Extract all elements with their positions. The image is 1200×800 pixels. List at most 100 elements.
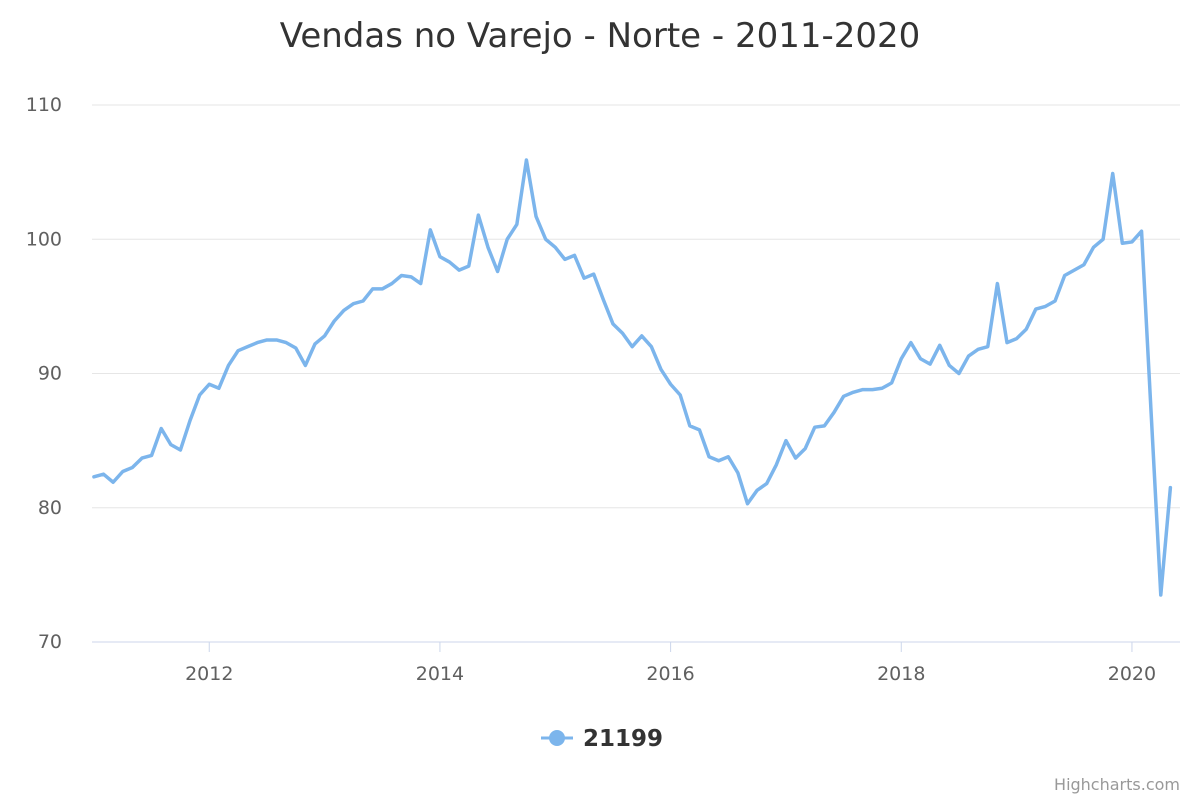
- data-point-2019-10[interactable]: [1098, 234, 1108, 244]
- data-point-2015-05[interactable]: [589, 269, 599, 279]
- data-point-2019-07[interactable]: [1069, 265, 1079, 275]
- data-point-2012-06[interactable]: [252, 338, 262, 348]
- data-point-2014-05[interactable]: [473, 210, 483, 220]
- data-point-2018-11[interactable]: [992, 279, 1002, 289]
- data-point-2012-05[interactable]: [243, 342, 253, 352]
- data-point-2011-10[interactable]: [175, 445, 185, 455]
- data-point-2018-01[interactable]: [896, 354, 906, 364]
- data-point-2015-07[interactable]: [608, 319, 618, 329]
- data-point-2011-08[interactable]: [156, 424, 166, 434]
- data-point-2015-06[interactable]: [598, 295, 608, 305]
- data-point-2015-09[interactable]: [627, 342, 637, 352]
- data-point-2017-09[interactable]: [858, 385, 868, 395]
- data-point-2017-08[interactable]: [848, 387, 858, 397]
- data-point-2014-06[interactable]: [483, 242, 493, 252]
- legend[interactable]: 21199: [541, 726, 663, 752]
- data-point-2019-03[interactable]: [1031, 304, 1041, 314]
- data-point-2017-07[interactable]: [839, 391, 849, 401]
- data-point-2011-03[interactable]: [108, 477, 118, 487]
- data-point-2011-04[interactable]: [118, 467, 128, 477]
- data-point-2017-03[interactable]: [800, 444, 810, 454]
- data-point-2016-05[interactable]: [704, 452, 714, 462]
- data-point-2019-12[interactable]: [1117, 238, 1127, 248]
- data-point-2018-06[interactable]: [944, 360, 954, 370]
- data-point-2013-11[interactable]: [416, 279, 426, 289]
- data-point-2014-07[interactable]: [493, 266, 503, 276]
- data-point-2012-07[interactable]: [262, 335, 272, 345]
- data-point-2019-06[interactable]: [1060, 271, 1070, 281]
- data-point-2020-03[interactable]: [1146, 409, 1156, 419]
- data-point-2017-04[interactable]: [810, 422, 820, 432]
- data-point-2016-10[interactable]: [752, 485, 762, 495]
- data-point-2013-03[interactable]: [339, 305, 349, 315]
- data-point-2012-10[interactable]: [291, 343, 301, 353]
- data-point-2012-04[interactable]: [233, 346, 243, 356]
- credits-link[interactable]: Highcharts.com: [1054, 775, 1180, 794]
- data-point-2013-02[interactable]: [329, 316, 339, 326]
- data-point-2018-09[interactable]: [973, 344, 983, 354]
- data-point-2017-12[interactable]: [887, 378, 897, 388]
- data-point-2017-10[interactable]: [867, 385, 877, 395]
- data-point-2018-08[interactable]: [964, 351, 974, 361]
- legend-item-label[interactable]: 21199: [583, 726, 663, 752]
- data-point-2013-10[interactable]: [406, 272, 416, 282]
- data-point-2018-07[interactable]: [954, 369, 964, 379]
- data-point-2018-05[interactable]: [935, 340, 945, 350]
- data-point-2019-02[interactable]: [1021, 324, 1031, 334]
- data-point-2011-07[interactable]: [147, 450, 157, 460]
- data-point-2019-01[interactable]: [1012, 334, 1022, 344]
- data-point-2014-01[interactable]: [435, 252, 445, 262]
- data-point-2011-06[interactable]: [137, 453, 147, 463]
- data-point-2018-12[interactable]: [1002, 338, 1012, 348]
- data-point-2020-01[interactable]: [1127, 237, 1137, 247]
- data-point-2015-10[interactable]: [637, 331, 647, 341]
- data-point-2017-02[interactable]: [791, 453, 801, 463]
- data-point-2018-04[interactable]: [925, 359, 935, 369]
- data-point-2013-06[interactable]: [368, 284, 378, 294]
- data-point-2020-05[interactable]: [1165, 483, 1175, 493]
- data-point-2014-08[interactable]: [502, 234, 512, 244]
- data-point-2019-09[interactable]: [1089, 242, 1099, 252]
- data-point-2012-02[interactable]: [214, 383, 224, 393]
- data-point-2012-12[interactable]: [310, 339, 320, 349]
- data-point-2014-11[interactable]: [531, 211, 541, 221]
- data-point-2014-03[interactable]: [454, 265, 464, 275]
- data-point-2013-12[interactable]: [425, 225, 435, 235]
- data-point-2015-03[interactable]: [569, 250, 579, 260]
- data-point-2016-08[interactable]: [733, 468, 743, 478]
- data-point-2013-09[interactable]: [396, 271, 406, 281]
- data-point-2017-01[interactable]: [781, 436, 791, 446]
- data-point-2013-07[interactable]: [377, 284, 387, 294]
- data-point-2011-11[interactable]: [185, 415, 195, 425]
- data-point-2016-09[interactable]: [742, 499, 752, 509]
- data-point-2018-10[interactable]: [983, 342, 993, 352]
- data-point-2011-02[interactable]: [99, 469, 109, 479]
- data-point-2017-06[interactable]: [829, 407, 839, 417]
- data-point-2016-04[interactable]: [694, 425, 704, 435]
- data-point-2013-08[interactable]: [387, 279, 397, 289]
- data-point-2015-01[interactable]: [550, 242, 560, 252]
- data-point-2011-09[interactable]: [166, 440, 176, 450]
- series-line[interactable]: [92, 158, 1173, 597]
- data-point-2012-08[interactable]: [272, 335, 282, 345]
- data-point-2020-04[interactable]: [1156, 590, 1166, 600]
- data-point-2011-01[interactable]: [89, 472, 99, 482]
- data-point-2015-04[interactable]: [579, 273, 589, 283]
- data-point-2012-11[interactable]: [300, 360, 310, 370]
- data-point-2014-04[interactable]: [464, 261, 474, 271]
- data-point-2012-01[interactable]: [204, 379, 214, 389]
- data-point-2016-11[interactable]: [762, 479, 772, 489]
- data-point-2015-02[interactable]: [560, 254, 570, 264]
- data-point-2016-07[interactable]: [723, 452, 733, 462]
- data-point-2012-09[interactable]: [281, 338, 291, 348]
- data-point-2013-01[interactable]: [320, 331, 330, 341]
- data-point-2019-08[interactable]: [1079, 260, 1089, 270]
- data-point-2011-12[interactable]: [195, 390, 205, 400]
- data-point-2018-03[interactable]: [915, 354, 925, 364]
- data-point-2017-11[interactable]: [877, 383, 887, 393]
- data-point-2019-11[interactable]: [1108, 168, 1118, 178]
- data-point-2016-01[interactable]: [666, 379, 676, 389]
- data-point-2015-12[interactable]: [656, 364, 666, 374]
- data-point-2016-03[interactable]: [685, 421, 695, 431]
- data-point-2013-05[interactable]: [358, 296, 368, 306]
